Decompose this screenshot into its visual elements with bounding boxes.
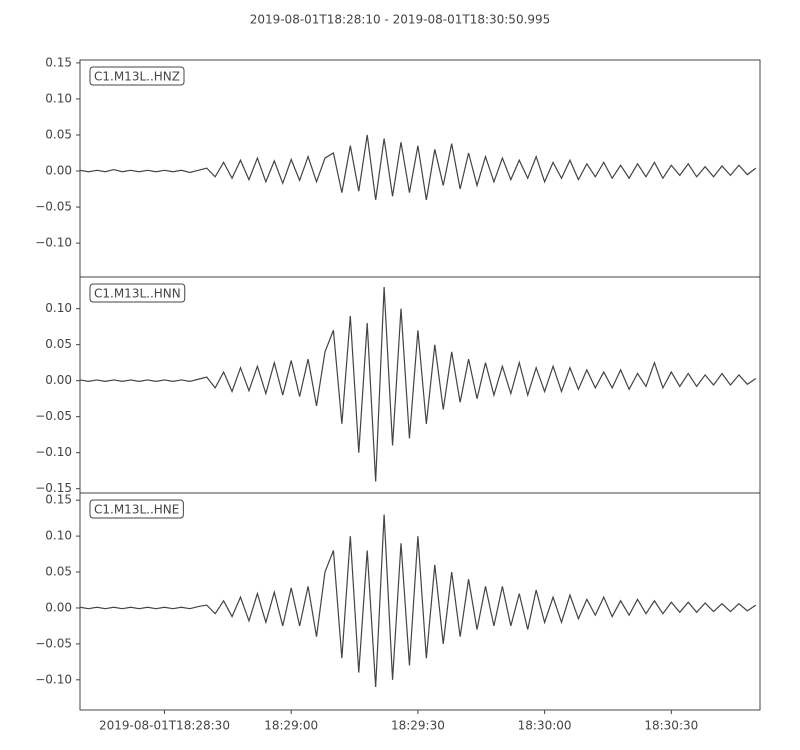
y-tick-label: 0.10 bbox=[45, 301, 72, 315]
y-tick-label: 0.00 bbox=[45, 600, 72, 614]
panel-frame bbox=[79, 492, 761, 711]
y-tick-label: 0.00 bbox=[45, 164, 72, 178]
y-tick-label: 0.15 bbox=[45, 493, 72, 507]
panel-frame bbox=[79, 276, 761, 494]
y-tick-label: −0.05 bbox=[35, 409, 72, 423]
y-tick-label: −0.05 bbox=[35, 200, 72, 214]
x-tick-label: 2019-08-01T18:28:30 bbox=[99, 719, 230, 733]
x-tick-label: 18:30:30 bbox=[644, 719, 698, 733]
trace bbox=[79, 134, 757, 200]
y-tick-label: −0.10 bbox=[35, 672, 72, 686]
x-tick-label: 18:29:00 bbox=[264, 719, 318, 733]
trace bbox=[79, 514, 757, 688]
y-tick-label: −0.15 bbox=[35, 481, 72, 495]
y-tick-label: 0.15 bbox=[45, 55, 72, 69]
y-tick-label: −0.10 bbox=[35, 445, 72, 459]
legend-box bbox=[89, 499, 184, 519]
y-tick-label: 0.05 bbox=[45, 337, 72, 351]
y-tick-label: 0.05 bbox=[45, 565, 72, 579]
y-tick-label: −0.10 bbox=[35, 236, 72, 250]
y-tick-label: 0.00 bbox=[45, 373, 72, 387]
legend-box bbox=[89, 283, 186, 303]
y-tick-label: 0.10 bbox=[45, 529, 72, 543]
x-tick-label: 18:29:30 bbox=[391, 719, 445, 733]
legend-label: C1.M13L..HNZ bbox=[94, 70, 180, 84]
x-tick-label: 18:30:00 bbox=[518, 719, 572, 733]
y-tick-label: −0.05 bbox=[35, 636, 72, 650]
y-tick-label: 0.05 bbox=[45, 127, 72, 141]
chart-title: 2019-08-01T18:28:10 - 2019-08-01T18:30:5… bbox=[250, 13, 551, 27]
legend-label: C1.M13L..HNN bbox=[94, 287, 181, 301]
legend-label: C1.M13L..HNE bbox=[94, 503, 179, 517]
y-tick-label: 0.10 bbox=[45, 91, 72, 105]
legend-box bbox=[89, 66, 185, 86]
trace bbox=[79, 287, 757, 482]
